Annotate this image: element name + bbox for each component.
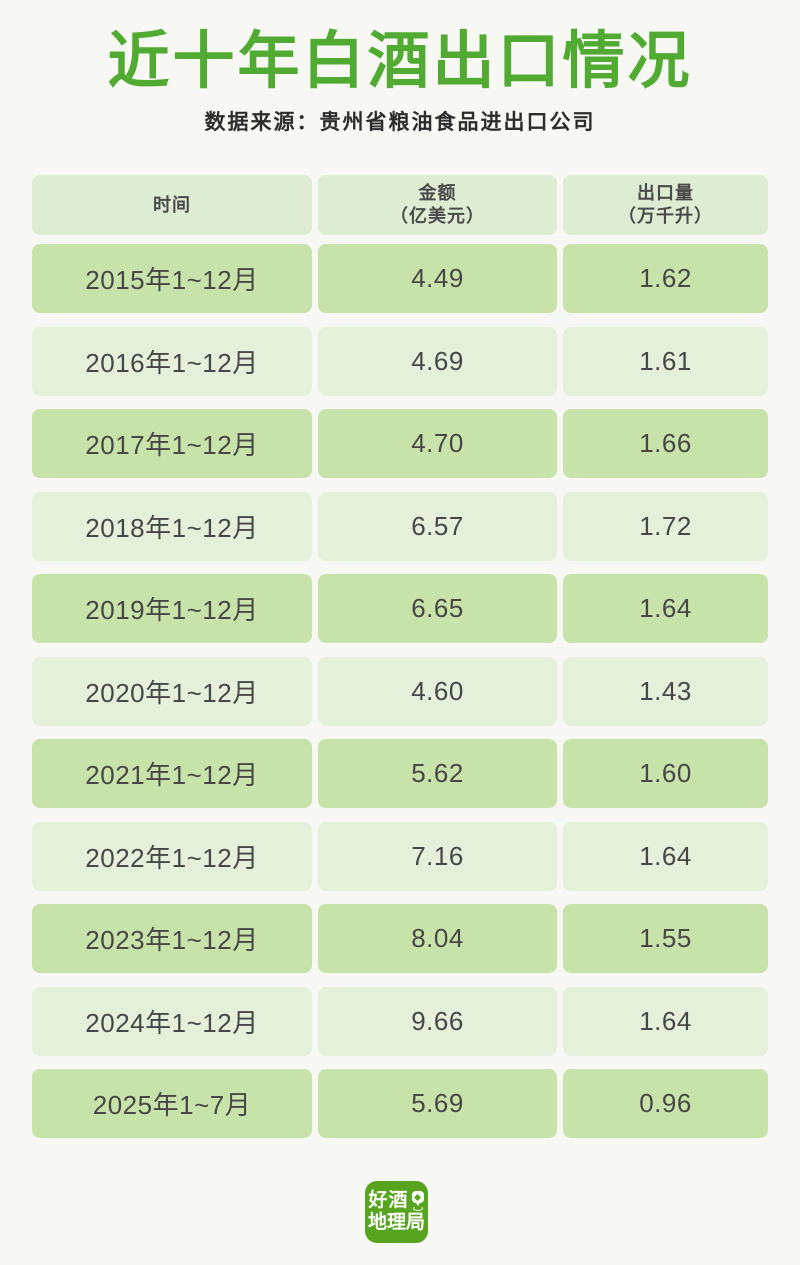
table-row: 2021年1~12月 5.62 1.60 — [32, 739, 768, 808]
cell-period: 2023年1~12月 — [32, 904, 312, 973]
header-time: 时间 — [32, 175, 312, 235]
logo-line1: 好酒 — [368, 1190, 424, 1212]
export-data-table: 时间 金额 （亿美元） 出口量 （万千升） 2015年1~12月 4.49 1.62… — [32, 175, 768, 1138]
brand-logo: 好酒 地理局 — [365, 1181, 428, 1243]
cell-volume: 1.64 — [563, 821, 768, 891]
cell-amount: 6.65 — [318, 574, 557, 643]
table-row: 2025年1~7月 5.69 0.96 — [32, 1069, 768, 1138]
cell-period: 2022年1~12月 — [32, 821, 312, 891]
cell-period: 2025年1~7月 — [32, 1069, 312, 1138]
cell-amount: 4.60 — [318, 656, 557, 726]
cell-volume: 1.64 — [563, 986, 768, 1056]
cell-volume: 1.43 — [563, 656, 768, 726]
cell-volume: 1.64 — [563, 574, 768, 643]
cell-amount: 9.66 — [318, 986, 557, 1056]
table-row: 2017年1~12月 4.70 1.66 — [32, 409, 768, 478]
cell-period: 2018年1~12月 — [32, 491, 312, 561]
cell-period: 2015年1~12月 — [32, 244, 312, 313]
cell-amount: 4.70 — [318, 409, 557, 478]
cell-amount: 8.04 — [318, 904, 557, 973]
cell-amount: 4.49 — [318, 244, 557, 313]
header-volume: 出口量 （万千升） — [563, 175, 768, 235]
logo-text-line2: 地理局 — [367, 1212, 425, 1233]
cell-volume: 0.96 — [563, 1069, 768, 1138]
cell-period: 2019年1~12月 — [32, 574, 312, 643]
table-row: 2015年1~12月 4.49 1.62 — [32, 244, 768, 313]
table-row: 2016年1~12月 4.69 1.61 — [32, 326, 768, 396]
table-body: 2015年1~12月 4.49 1.62 2016年1~12月 4.69 1.61 2017… — [32, 244, 768, 1138]
page-title: 近十年白酒出口情况 — [107, 28, 693, 96]
cell-period: 2024年1~12月 — [32, 986, 312, 1056]
table-row: 2023年1~12月 8.04 1.55 — [32, 904, 768, 973]
header-amount-sub: （亿美元） — [390, 206, 485, 226]
cell-period: 2020年1~12月 — [32, 656, 312, 726]
table-row: 2018年1~12月 6.57 1.72 — [32, 491, 768, 561]
cell-amount: 5.62 — [318, 739, 557, 808]
logo-text-line1: 好酒 — [368, 1190, 409, 1211]
cell-amount: 5.69 — [318, 1069, 557, 1138]
header-volume-label: 出口量 — [637, 183, 694, 203]
cell-volume: 1.72 — [563, 491, 768, 561]
cell-volume: 1.60 — [563, 739, 768, 808]
cell-period: 2017年1~12月 — [32, 409, 312, 478]
cell-period: 2016年1~12月 — [32, 326, 312, 396]
data-source-note: 数据来源：贵州省粮油食品进出口公司 — [204, 111, 596, 134]
header-time-label: 时间 — [153, 194, 191, 215]
header-amount-label: 金额 — [418, 183, 457, 203]
header-volume-sub: （万千升） — [618, 206, 713, 226]
cell-amount: 6.57 — [318, 491, 557, 561]
header-amount: 金额 （亿美元） — [318, 175, 557, 235]
cell-period: 2021年1~12月 — [32, 739, 312, 808]
cell-amount: 7.16 — [318, 821, 557, 891]
table-row: 2019年1~12月 6.65 1.64 — [32, 574, 768, 643]
location-pin-icon — [411, 1191, 425, 1211]
cell-amount: 4.69 — [318, 326, 557, 396]
table-row: 2020年1~12月 4.60 1.43 — [32, 656, 768, 726]
table-row: 2022年1~12月 7.16 1.64 — [32, 821, 768, 891]
cell-volume: 1.61 — [563, 326, 768, 396]
table-header-row: 时间 金额 （亿美元） 出口量 （万千升） — [32, 175, 768, 235]
cell-volume: 1.66 — [563, 409, 768, 478]
cell-volume: 1.55 — [563, 904, 768, 973]
table-row: 2024年1~12月 9.66 1.64 — [32, 986, 768, 1056]
cell-volume: 1.62 — [563, 244, 768, 313]
